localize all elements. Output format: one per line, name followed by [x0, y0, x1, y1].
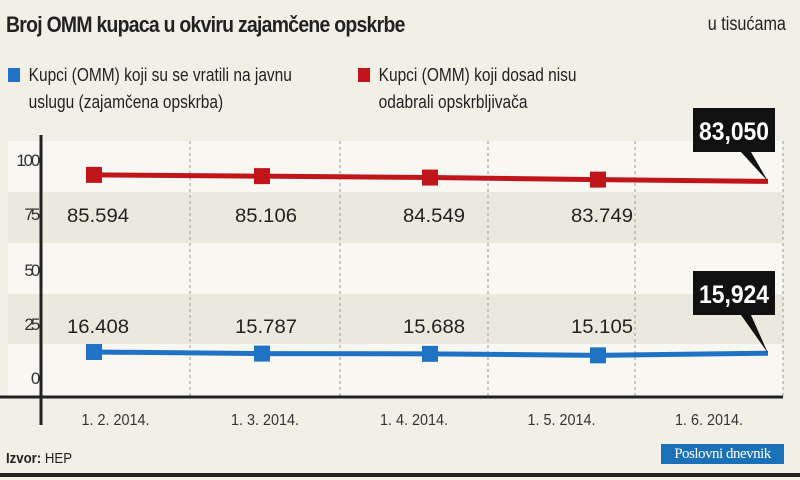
legend-label: uslugu (zajamčena opskrba) [28, 92, 224, 112]
bottom-rule [0, 473, 800, 477]
callout-value: 15,924 [699, 281, 769, 309]
grid-band [8, 294, 783, 344]
y-tick-label: 100 [16, 151, 40, 170]
data-label: 15.688 [403, 317, 465, 338]
grid-band [8, 243, 783, 294]
data-marker [86, 166, 102, 183]
grid-band [8, 192, 783, 243]
x-tick-label: 1. 2. 2014. [82, 412, 150, 429]
chart-title: Broj OMM kupaca u okviru zajamčene opskr… [6, 12, 405, 37]
grid-band [8, 141, 783, 192]
y-tick-label: 75 [24, 205, 40, 224]
callout-box [693, 108, 775, 152]
source-label: Izvor: [6, 450, 42, 467]
legend-item-blue: Kupci (OMM) koji su se vratili na javnu … [8, 62, 292, 116]
source-value: HEP [44, 450, 73, 467]
data-marker [254, 168, 270, 185]
callout-pointer [741, 152, 768, 182]
y-tick-label: 50 [24, 261, 40, 280]
legend-item-red: Kupci (OMM) koji dosad nisu odabrali ops… [358, 62, 577, 116]
callout-box [693, 271, 775, 315]
data-marker [86, 343, 102, 360]
publisher-logo: Poslovni dnevnik [661, 444, 784, 464]
x-tick-label: 1. 5. 2014. [528, 412, 596, 429]
data-marker [590, 171, 606, 188]
data-marker [590, 347, 606, 364]
data-label: 85.594 [67, 206, 129, 227]
legend-label: odabrali opskrbljivača [378, 92, 528, 112]
unit-label: u tisućama [707, 14, 786, 35]
data-label: 16.408 [67, 317, 129, 338]
x-tick-label: 1. 4. 2014. [380, 412, 448, 429]
legend-label: Kupci (OMM) koji dosad nisu [378, 65, 577, 85]
x-tick-label: 1. 3. 2014. [231, 412, 299, 429]
y-tick-label: 25 [24, 315, 40, 334]
data-marker [422, 169, 438, 186]
data-label: 83.749 [571, 206, 633, 227]
data-marker [254, 345, 270, 362]
callout-pointer [741, 315, 768, 354]
data-label: 84.549 [403, 206, 465, 227]
data-label: 85.106 [235, 206, 297, 227]
source: Izvor: HEP [6, 450, 72, 467]
data-marker [422, 345, 438, 362]
legend-swatch-blue [8, 68, 21, 82]
callout-value: 83,050 [699, 118, 769, 146]
legend-swatch-red [358, 68, 371, 82]
data-label: 15.787 [235, 317, 297, 338]
y-tick-label: 0 [31, 369, 40, 388]
legend-label: Kupci (OMM) koji su se vratili na javnu [28, 65, 292, 85]
x-tick-label: 1. 6. 2014. [675, 412, 743, 429]
data-label: 15.105 [571, 317, 633, 338]
